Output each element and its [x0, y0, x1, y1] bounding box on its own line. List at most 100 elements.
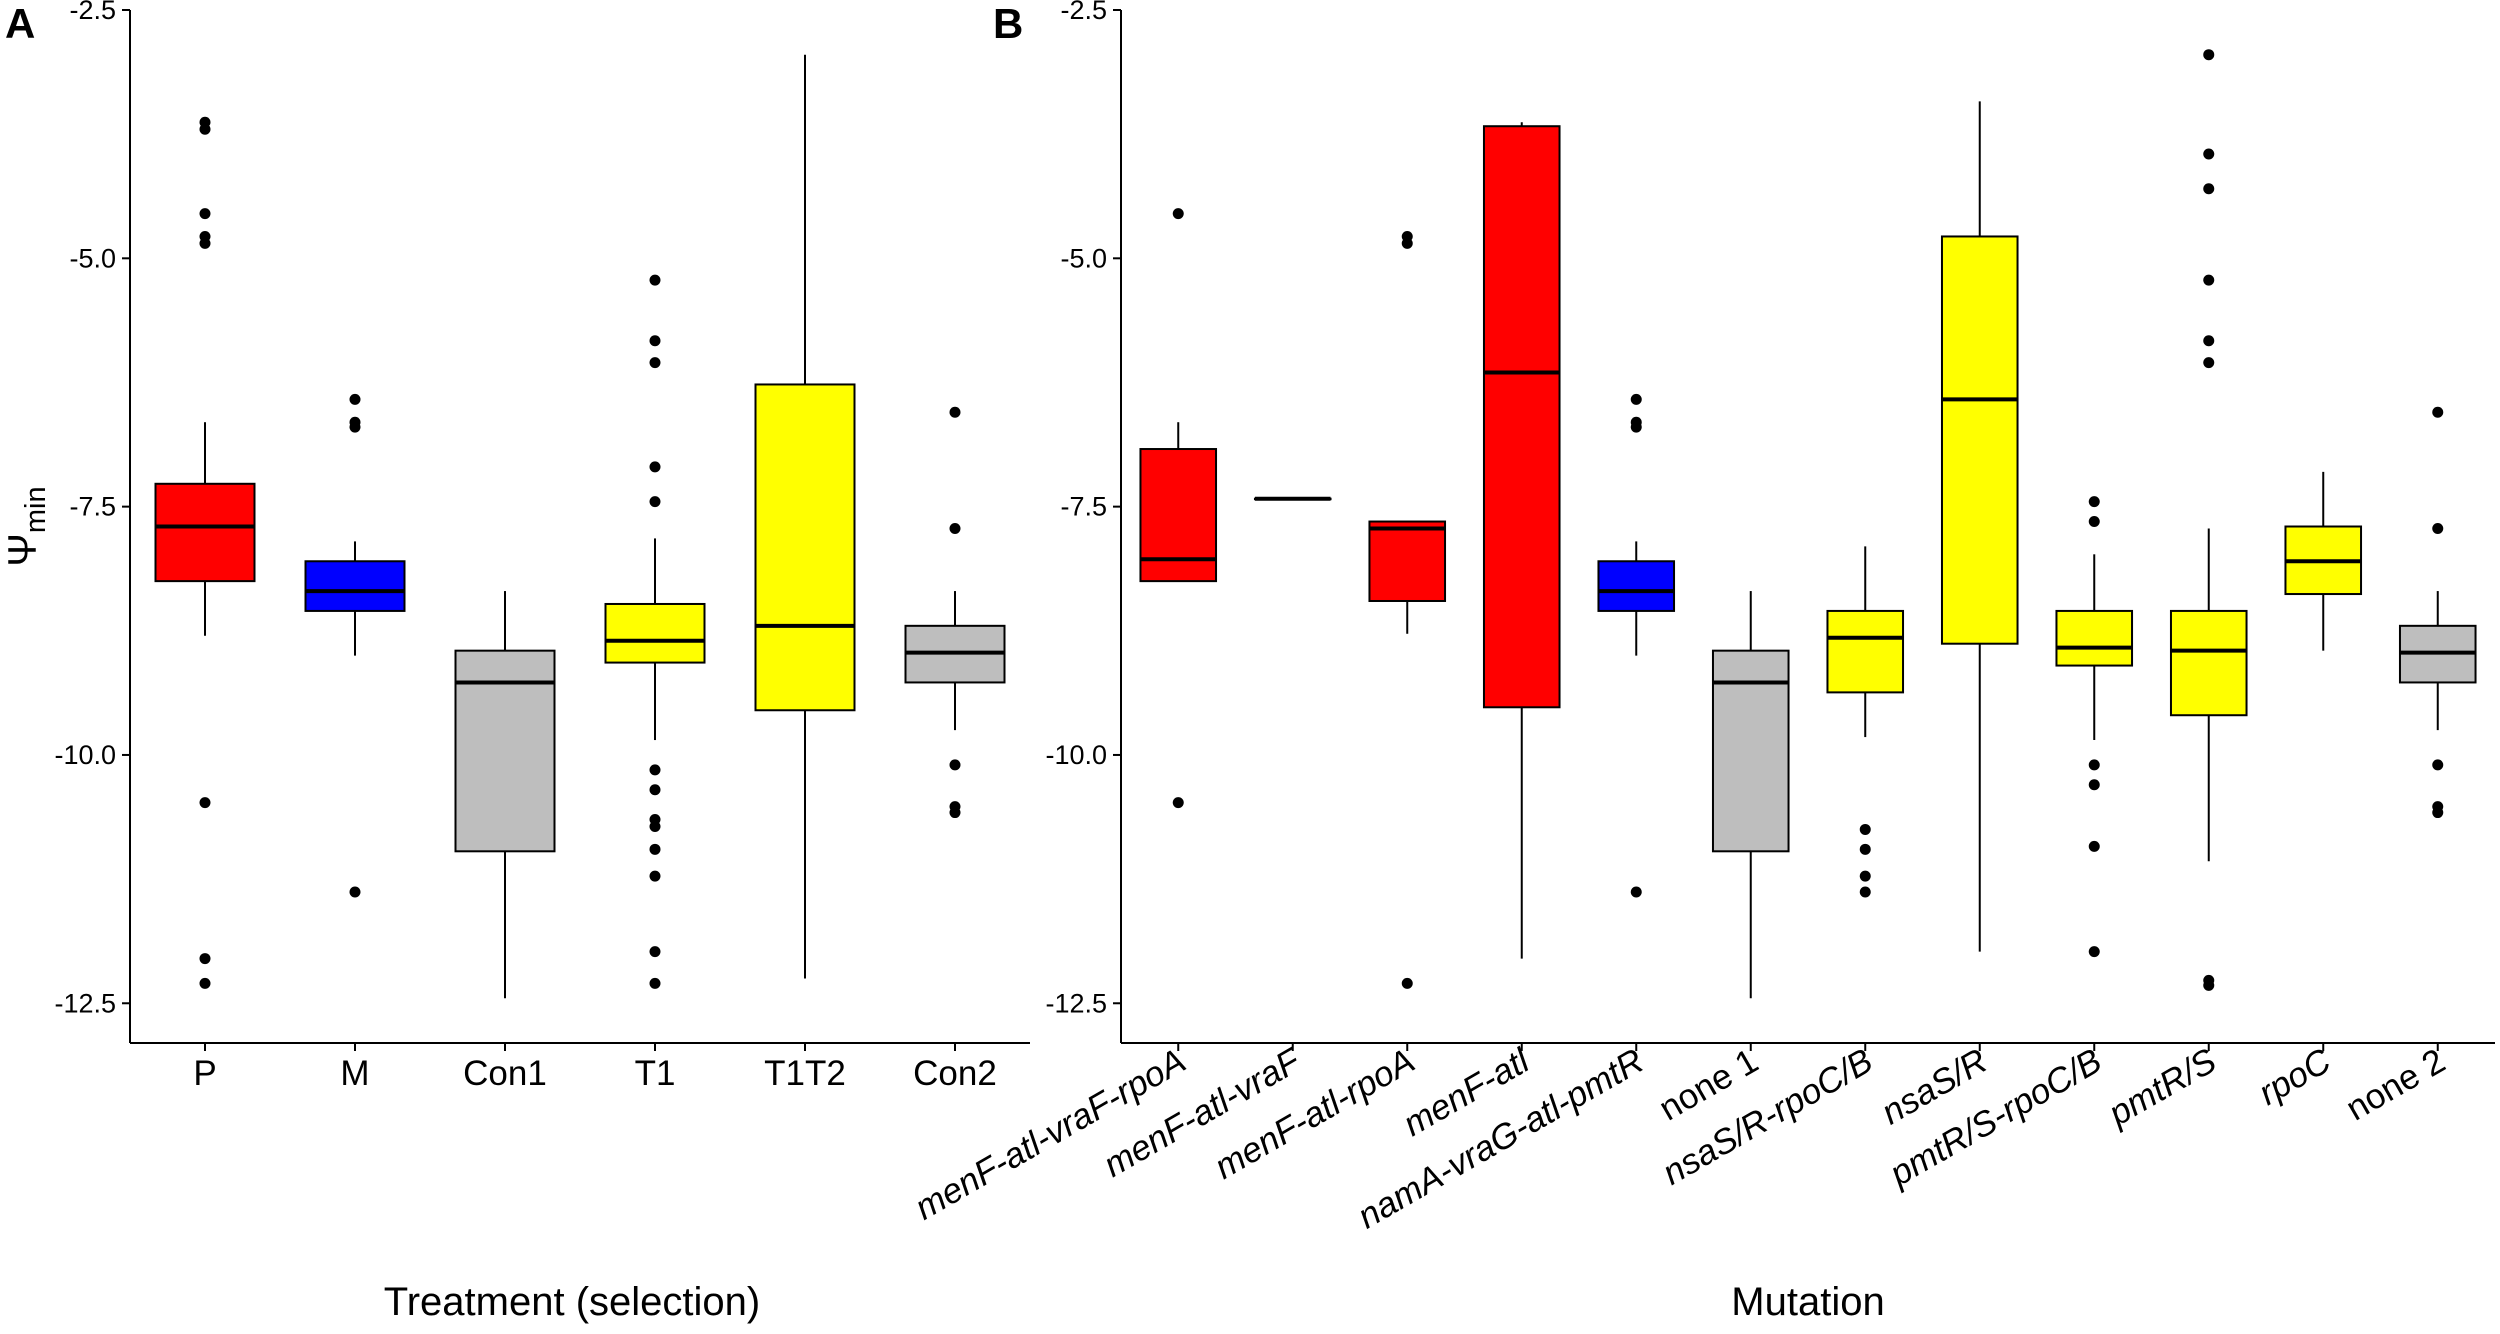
box-body: [1368, 520, 1447, 602]
box-body: [2169, 609, 2248, 717]
box-namA-vraG-atl-pmtR: [1597, 393, 1676, 898]
outlier-point: [2432, 406, 2444, 418]
x-tick-label: pmtR/S: [2101, 1041, 2222, 1134]
outlier-point: [649, 335, 661, 347]
box-none 2: [2398, 406, 2477, 819]
outlier-point: [2203, 183, 2215, 195]
outlier-point: [1401, 237, 1413, 249]
y-axis-title-symbol: Ψ: [1, 533, 45, 566]
outlier-point: [2203, 274, 2215, 286]
outlier-point: [2088, 496, 2100, 508]
outlier-point: [2203, 335, 2215, 347]
panel-a: -2.5 -5.0 -7.5 -10.0 -12.5 P M Con1 T1 T1T2 Con2 Tr…: [1, 0, 1030, 1324]
outlier-point: [199, 237, 211, 249]
y-tick-label: -7.5: [69, 492, 116, 522]
outlier-point: [2432, 759, 2444, 771]
x-tick-label: M: [340, 1054, 369, 1093]
box-rpoC: [2284, 471, 2363, 651]
x-tick-label: menF-atl-rpoA: [1208, 1041, 1421, 1187]
box-body: [1940, 235, 2019, 645]
outlier-point: [199, 797, 211, 809]
outlier-point: [2203, 979, 2215, 991]
box-body: [1139, 448, 1218, 583]
x-tick-label: P: [193, 1054, 216, 1093]
box-none 1: [1711, 591, 1790, 999]
outlier-point: [649, 977, 661, 989]
box-T1T2: [754, 54, 856, 979]
outlier-point: [2432, 522, 2444, 534]
panel-label: B: [993, 0, 1023, 47]
outlier-point: [349, 886, 361, 898]
outlier-point: [199, 977, 211, 989]
box-nsaS/R-rpoC/B: [1826, 546, 1905, 898]
box-P: [154, 116, 256, 989]
y-axis-title-subscript: min: [20, 486, 52, 533]
outlier-point: [949, 807, 961, 819]
y-tick-label: -2.5: [1060, 0, 1107, 25]
outlier-point: [1630, 421, 1642, 433]
box-pmtR/S: [2169, 49, 2248, 991]
outlier-point: [949, 406, 961, 418]
box-body: [154, 482, 256, 583]
outlier-point: [1401, 977, 1413, 989]
outlier-point: [1630, 393, 1642, 405]
outlier-point: [1630, 886, 1642, 898]
outlier-point: [649, 870, 661, 882]
outlier-point: [649, 461, 661, 473]
outlier-point: [2203, 357, 2215, 369]
x-tick-label: Con2: [913, 1054, 997, 1093]
box-body: [1482, 125, 1561, 709]
x-tick-label: none 2: [2340, 1041, 2452, 1128]
panel-label: A: [5, 0, 35, 47]
x-axis-title: Mutation: [1731, 1280, 1884, 1324]
y-axis-title: Ψmin: [1, 486, 52, 566]
box-body: [1597, 560, 1676, 612]
outlier-point: [649, 764, 661, 776]
box-menF-atl-rpoA: [1368, 230, 1447, 989]
box-nsaS/R: [1940, 101, 2019, 952]
box-body: [754, 383, 856, 712]
x-tick-label: Con1: [463, 1054, 547, 1093]
box-body: [1826, 609, 1905, 694]
panel-b: -2.5-5.0-7.5-10.0-12.5menF-atl-vraF-rpoA…: [908, 0, 2495, 1324]
outlier-point: [649, 820, 661, 832]
x-tick-label: rpoC: [2252, 1041, 2338, 1113]
outlier-point: [649, 946, 661, 958]
outlier-point: [949, 522, 961, 534]
outlier-point: [2088, 516, 2100, 528]
outlier-point: [2088, 946, 2100, 958]
outlier-point: [2203, 49, 2215, 61]
outlier-point: [649, 274, 661, 286]
outlier-point: [199, 123, 211, 135]
outlier-point: [1859, 823, 1871, 835]
y-tick-label: -10.0: [54, 740, 116, 770]
y-tick-label: -2.5: [69, 0, 116, 25]
outlier-point: [199, 953, 211, 965]
box-Con1: [454, 591, 556, 999]
outlier-point: [349, 421, 361, 433]
outlier-point: [1859, 886, 1871, 898]
outlier-point: [349, 393, 361, 405]
box-M: [304, 393, 406, 898]
x-tick-label: T1: [635, 1054, 676, 1093]
outlier-point: [1172, 797, 1184, 809]
outlier-point: [199, 208, 211, 220]
outlier-point: [2088, 759, 2100, 771]
y-tick-label: -10.0: [1045, 740, 1107, 770]
y-tick-label: -12.5: [54, 988, 116, 1018]
box-menF-atl-vraF: [1253, 496, 1332, 501]
outlier-point: [2088, 779, 2100, 791]
y-tick-label: -7.5: [1060, 492, 1107, 522]
box-T1: [604, 274, 706, 989]
outlier-point: [2088, 840, 2100, 852]
outlier-point: [649, 784, 661, 796]
y-tick-label: -12.5: [1045, 988, 1107, 1018]
outlier-point: [1859, 843, 1871, 855]
outlier-point: [1172, 208, 1184, 220]
box-Con2: [904, 406, 1006, 819]
x-tick-label: T1T2: [764, 1054, 846, 1093]
box-body: [604, 602, 706, 664]
outlier-point: [649, 843, 661, 855]
outlier-point: [2432, 807, 2444, 819]
